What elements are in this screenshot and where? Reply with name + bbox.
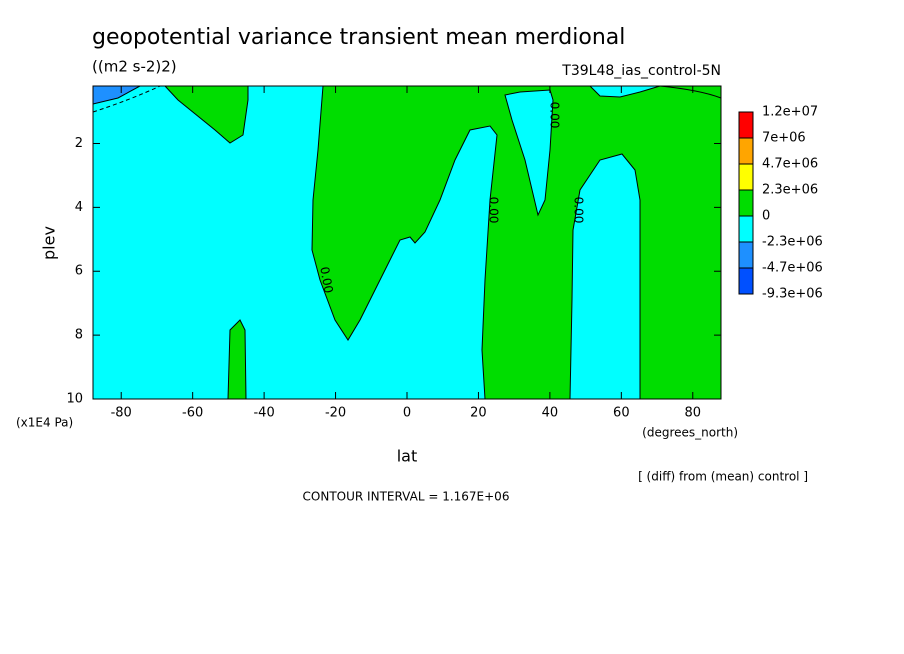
x-axis-unit: (degrees_north) bbox=[642, 426, 738, 440]
plot-area: 0.00 0.00 0.00 0.00 bbox=[92, 85, 722, 400]
x-tick-label: -80 bbox=[111, 406, 132, 421]
colorbar-box bbox=[738, 189, 754, 217]
experiment-label: T39L48_ias_control-5N bbox=[561, 63, 721, 79]
contour-label: 0.00 bbox=[487, 197, 501, 224]
contour-label: 0.00 bbox=[572, 197, 586, 224]
contour-fill bbox=[504, 89, 554, 217]
colorbar-label: -4.7e+06 bbox=[762, 261, 823, 276]
contour-fill bbox=[163, 85, 249, 144]
y-tick-label: 6 bbox=[75, 264, 83, 279]
colorbar-box bbox=[738, 267, 754, 295]
colorbar-label: 2.3e+06 bbox=[762, 183, 818, 198]
x-tick-label: -40 bbox=[253, 406, 274, 421]
x-tick-label: -60 bbox=[182, 406, 203, 421]
x-axis-label: lat bbox=[397, 447, 418, 466]
contour-fill bbox=[227, 319, 247, 400]
x-tick-label: -20 bbox=[325, 406, 346, 421]
colorbar-box bbox=[738, 215, 754, 243]
x-tick-label: 20 bbox=[470, 406, 487, 421]
colorbar-label: -2.3e+06 bbox=[762, 235, 823, 250]
y-tick-label: 2 bbox=[75, 136, 83, 151]
x-tick-label: 0 bbox=[403, 406, 411, 421]
contour-interval: CONTOUR INTERVAL = 1.167E+06 bbox=[303, 490, 510, 504]
y-tick-label: 4 bbox=[75, 200, 83, 215]
contour-line bbox=[659, 85, 722, 99]
colorbar-label: 1.2e+07 bbox=[762, 105, 818, 120]
contour-label: 0.00 bbox=[317, 266, 335, 295]
contour-fill bbox=[569, 153, 641, 400]
y-axis-label: plev bbox=[40, 226, 59, 260]
contour-label: 0.00 bbox=[548, 102, 562, 129]
colorbar-box bbox=[738, 111, 754, 139]
contour-line bbox=[92, 85, 161, 113]
x-tick-label: 60 bbox=[613, 406, 630, 421]
diff-note: [ (diff) from (mean) control ] bbox=[638, 470, 808, 484]
colorbar-box bbox=[738, 137, 754, 165]
colorbar-label: 7e+06 bbox=[762, 131, 806, 146]
chart-subtitle: ((m2 s-2)2) bbox=[92, 58, 177, 76]
y-tick-label: 10 bbox=[66, 392, 83, 407]
colorbar-label: 4.7e+06 bbox=[762, 157, 818, 172]
y-tick-label: 8 bbox=[75, 328, 83, 343]
colorbar-box bbox=[738, 241, 754, 269]
colorbar-label: -9.3e+06 bbox=[762, 287, 823, 302]
colorbar-box bbox=[738, 163, 754, 191]
x-tick-label: 80 bbox=[685, 406, 702, 421]
chart-title: geopotential variance transient mean mer… bbox=[92, 25, 625, 50]
colorbar-label: 0 bbox=[762, 209, 770, 224]
x-tick-label: 40 bbox=[542, 406, 559, 421]
y-axis-unit: (x1E4 Pa) bbox=[16, 416, 73, 430]
